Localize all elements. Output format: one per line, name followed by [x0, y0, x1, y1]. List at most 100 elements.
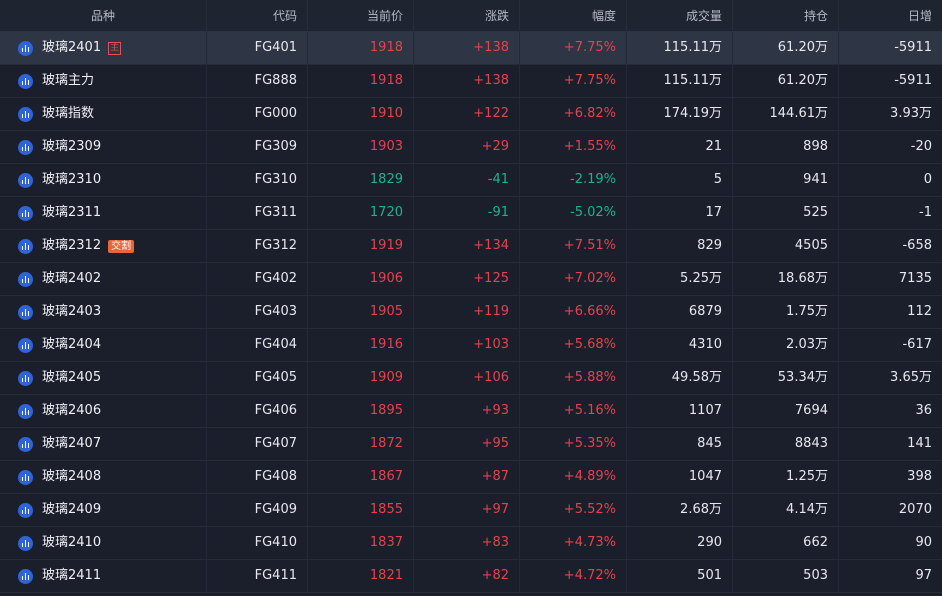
bar-chart-icon[interactable]	[18, 535, 33, 551]
bar-chart-icon[interactable]	[18, 502, 33, 518]
cell-change: +122	[414, 98, 520, 130]
cell-daily-increase: -5911	[894, 73, 932, 88]
cell-name: 玻璃2310	[0, 164, 207, 196]
cell-code: FG406	[207, 395, 308, 427]
cell-name: 玻璃2404	[0, 329, 207, 361]
table-row[interactable]: 玻璃2312 交割 FG312 1919 +134 +7.51% 829 4505 -658	[0, 230, 942, 263]
cell-change: +97	[414, 494, 520, 526]
header-open-interest[interactable]: 持仓	[733, 0, 839, 32]
cell-pct: +5.16%	[520, 395, 627, 427]
cell-volume: 829	[627, 230, 733, 262]
cell-pct: +7.75%	[520, 32, 627, 64]
cell-volume: 845	[627, 428, 733, 460]
cell-volume: 5	[627, 164, 733, 196]
table-row[interactable]: 玻璃2409 FG409 1855 +97 +5.52% 2.68万 4.14万 2070	[0, 494, 942, 527]
table-row[interactable]: 玻璃主力 FG888 1918 +138 +7.75% 115.11万 61.20万 -591…	[0, 65, 942, 98]
table-row[interactable]: 玻璃2408 FG408 1867 +87 +4.89% 1047 1.25万 398	[0, 461, 942, 494]
contract-name: 玻璃2401	[42, 40, 102, 55]
header-volume[interactable]: 成交量	[627, 0, 733, 32]
bar-chart-icon[interactable]	[18, 73, 33, 89]
bar-chart-icon[interactable]	[18, 436, 33, 452]
cell-name: 玻璃2405	[0, 362, 207, 394]
cell-volume: 290	[627, 527, 733, 559]
bar-chart-icon[interactable]	[18, 337, 33, 353]
cell-open-interest: 8843	[733, 428, 839, 460]
cell-code: FG312	[207, 230, 308, 262]
cell-price: 1909	[308, 362, 414, 394]
cell-name: 玻璃2407	[0, 428, 207, 460]
bar-chart-icon[interactable]	[18, 172, 33, 188]
contract-name: 玻璃2405	[42, 370, 102, 385]
cell-name: 玻璃2312 交割	[0, 230, 207, 262]
bar-chart-icon[interactable]	[18, 205, 33, 221]
cell-open-interest: 941	[733, 164, 839, 196]
bar-chart-icon[interactable]	[18, 568, 33, 584]
table-row[interactable]: 玻璃2406 FG406 1895 +93 +5.16% 1107 7694 36	[0, 395, 942, 428]
contract-name: 玻璃2403	[42, 304, 102, 319]
bar-chart-icon[interactable]	[18, 403, 33, 419]
table-row[interactable]: 玻璃2410 FG410 1837 +83 +4.73% 290 662 90	[0, 527, 942, 560]
cell-volume: 1107	[627, 395, 733, 427]
cell-change: +134	[414, 230, 520, 262]
header-change[interactable]: 涨跌	[414, 0, 520, 32]
cell-daily-increase: -617	[902, 337, 932, 352]
contract-name: 玻璃2407	[42, 436, 102, 451]
table-row[interactable]: 玻璃2310 FG310 1829 -41 -2.19% 5 941 0	[0, 164, 942, 197]
contract-name: 玻璃2309	[42, 139, 102, 154]
cell-pct: +4.72%	[520, 560, 627, 592]
table-row[interactable]: 玻璃2404 FG404 1916 +103 +5.68% 4310 2.03万 -617	[0, 329, 942, 362]
cell-code: FG407	[207, 428, 308, 460]
header-code[interactable]: 代码	[207, 0, 308, 32]
header-name[interactable]: 品种	[0, 0, 207, 32]
header-price[interactable]: 当前价	[308, 0, 414, 32]
bar-chart-icon[interactable]	[18, 106, 33, 122]
bar-chart-icon[interactable]	[18, 271, 33, 287]
cell-open-interest: 898	[733, 131, 839, 163]
header-pct[interactable]: 幅度	[520, 0, 627, 32]
table-row[interactable]: 玻璃2405 FG405 1909 +106 +5.88% 49.58万 53.34万 3.6…	[0, 362, 942, 395]
table-row[interactable]: 玻璃2401 主 FG401 1918 +138 +7.75% 115.11万 61.20万 -…	[0, 32, 942, 65]
table-row[interactable]: 玻璃2309 FG309 1903 +29 +1.55% 21 898 -20	[0, 131, 942, 164]
table-row[interactable]: 玻璃2402 FG402 1906 +125 +7.02% 5.25万 18.68万 7135	[0, 263, 942, 296]
table-row[interactable]: 玻璃指数 FG000 1910 +122 +6.82% 174.19万 144.61万 3.9…	[0, 98, 942, 131]
cell-open-interest: 144.61万	[733, 98, 839, 130]
cell-open-interest: 4.14万	[733, 494, 839, 526]
contract-name: 玻璃2312	[42, 238, 102, 253]
cell-pct: -2.19%	[520, 164, 627, 196]
cell-code: FG401	[207, 32, 308, 64]
table-row[interactable]: 玻璃2411 FG411 1821 +82 +4.72% 501 503 97	[0, 560, 942, 593]
cell-name: 玻璃2406	[0, 395, 207, 427]
cell-code: FG403	[207, 296, 308, 328]
cell-name: 玻璃2309	[0, 131, 207, 163]
contract-name: 玻璃2410	[42, 535, 102, 550]
cell-volume: 1047	[627, 461, 733, 493]
cell-price: 1918	[308, 65, 414, 97]
cell-daily-increase: 112	[907, 304, 932, 319]
header-daily-increase[interactable]: 日增	[907, 9, 932, 23]
bar-chart-icon[interactable]	[18, 139, 33, 155]
cell-open-interest: 18.68万	[733, 263, 839, 295]
cell-code: FG309	[207, 131, 308, 163]
table-row[interactable]: 玻璃2311 FG311 1720 -91 -5.02% 17 525 -1	[0, 197, 942, 230]
cell-pct: +7.51%	[520, 230, 627, 262]
cell-price: 1855	[308, 494, 414, 526]
cell-price: 1918	[308, 32, 414, 64]
table-row[interactable]: 玻璃2407 FG407 1872 +95 +5.35% 845 8843 141	[0, 428, 942, 461]
cell-change: +138	[414, 65, 520, 97]
cell-daily-increase: -1	[919, 205, 932, 220]
cell-pct: +4.89%	[520, 461, 627, 493]
cell-price: 1837	[308, 527, 414, 559]
bar-chart-icon[interactable]	[18, 370, 33, 386]
bar-chart-icon[interactable]	[18, 469, 33, 485]
bar-chart-icon[interactable]	[18, 40, 33, 56]
cell-code: FG408	[207, 461, 308, 493]
table-row[interactable]: 玻璃2403 FG403 1905 +119 +6.66% 6879 1.75万 112	[0, 296, 942, 329]
bar-chart-icon[interactable]	[18, 238, 33, 254]
cell-open-interest: 1.75万	[733, 296, 839, 328]
cell-change: +106	[414, 362, 520, 394]
cell-volume: 17	[627, 197, 733, 229]
bar-chart-icon[interactable]	[18, 304, 33, 320]
cell-pct: +6.66%	[520, 296, 627, 328]
cell-volume: 2.68万	[627, 494, 733, 526]
cell-code: FG411	[207, 560, 308, 592]
